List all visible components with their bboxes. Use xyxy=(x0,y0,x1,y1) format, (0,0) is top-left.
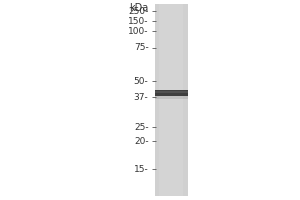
Text: 100-: 100- xyxy=(128,26,148,36)
Text: 15-: 15- xyxy=(134,164,148,173)
Text: 75-: 75- xyxy=(134,44,148,52)
Text: 250-: 250- xyxy=(128,6,148,16)
Text: kDa: kDa xyxy=(129,3,148,13)
Bar xyxy=(160,4,182,196)
Bar xyxy=(154,91,188,93)
Text: 50-: 50- xyxy=(134,76,148,86)
Bar xyxy=(154,90,188,96)
Text: 20-: 20- xyxy=(134,136,148,146)
Bar xyxy=(154,4,188,196)
Text: 150-: 150- xyxy=(128,17,148,25)
Text: 37-: 37- xyxy=(134,92,148,102)
Text: 25-: 25- xyxy=(134,122,148,132)
Bar xyxy=(154,96,188,99)
